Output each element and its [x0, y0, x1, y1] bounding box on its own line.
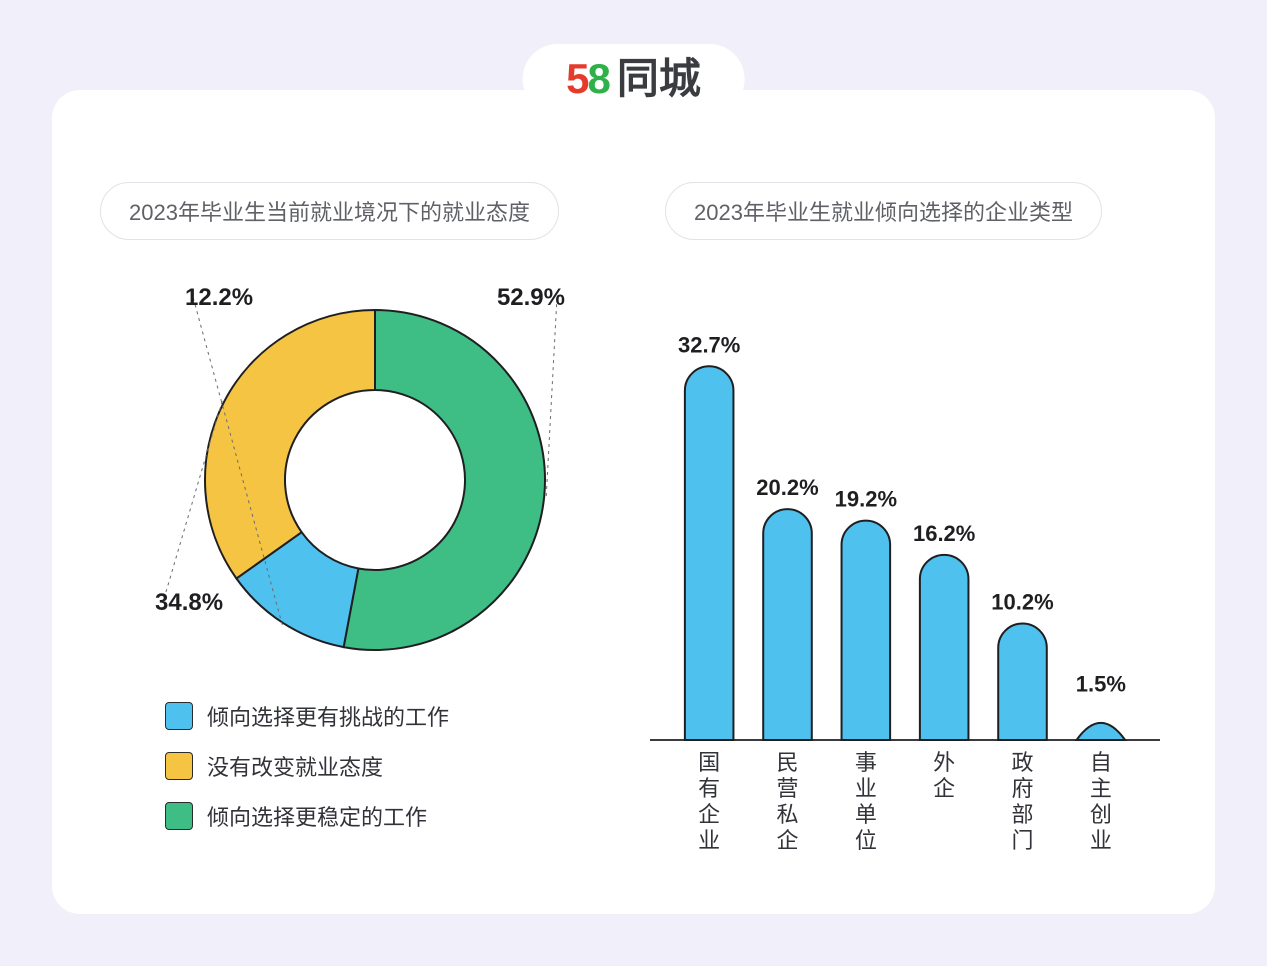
bar-4: [998, 623, 1047, 740]
legend-swatch-stable: [165, 802, 193, 830]
right-chart-title: 2023年毕业生就业倾向选择的企业类型: [665, 182, 1102, 240]
legend-swatch-nochange: [165, 752, 193, 780]
brand-digit-8: 8: [587, 55, 608, 102]
bar-category-1: 民营私企: [776, 750, 798, 853]
brand-pill: 58 同城: [522, 44, 745, 114]
brand-digit-5: 5: [566, 55, 587, 102]
bar-1: [763, 509, 812, 740]
bar-2: [842, 521, 891, 740]
donut-label-stable: 52.9%: [497, 284, 565, 311]
bar-category-3: 外企: [933, 750, 955, 801]
bar-value-0: 32.7%: [678, 332, 740, 357]
left-chart-title: 2023年毕业生当前就业境况下的就业态度: [100, 182, 559, 240]
donut-leader-stable: [546, 297, 557, 496]
legend-row-nochange: 没有改变就业态度: [165, 750, 449, 782]
bar-3: [920, 555, 969, 740]
bar-value-2: 19.2%: [835, 487, 897, 512]
bar-value-4: 10.2%: [991, 589, 1053, 614]
donut-label-challenge: 12.2%: [185, 284, 253, 311]
donut-chart: 52.9% 12.2% 34.8%: [85, 260, 615, 690]
bar-value-1: 20.2%: [756, 475, 818, 500]
bar-value-5: 1.5%: [1076, 672, 1126, 697]
donut-legend: 倾向选择更有挑战的工作没有改变就业态度倾向选择更稳定的工作: [165, 700, 449, 832]
brand-text: 同城: [617, 58, 701, 100]
bar-category-2: 事业单位: [855, 750, 877, 853]
bar-value-3: 16.2%: [913, 521, 975, 546]
legend-row-stable: 倾向选择更稳定的工作: [165, 800, 449, 832]
legend-label-challenge: 倾向选择更有挑战的工作: [207, 700, 449, 732]
donut-label-nochange: 34.8%: [155, 589, 223, 616]
legend-swatch-challenge: [165, 702, 193, 730]
brand-digits: 58: [566, 58, 609, 100]
bar-category-0: 国有企业: [698, 750, 720, 853]
bar-chart: 32.7% 国有企业 20.2% 民营私企 19.2% 事业单位 16.2% 外企 10.2% 政…: [650, 280, 1160, 880]
legend-label-nochange: 没有改变就业态度: [207, 750, 383, 782]
bar-category-5: 自主创业: [1090, 750, 1112, 853]
bar-category-4: 政府部门: [1011, 750, 1033, 853]
legend-row-challenge: 倾向选择更有挑战的工作: [165, 700, 449, 732]
legend-label-stable: 倾向选择更稳定的工作: [207, 800, 427, 832]
donut-segment-nochange: [205, 310, 375, 578]
page-root: 58 同城 2023年毕业生当前就业境况下的就业态度 2023年毕业生就业倾向选…: [0, 0, 1267, 966]
bar-0: [685, 366, 734, 740]
bar-5: [1077, 723, 1126, 740]
